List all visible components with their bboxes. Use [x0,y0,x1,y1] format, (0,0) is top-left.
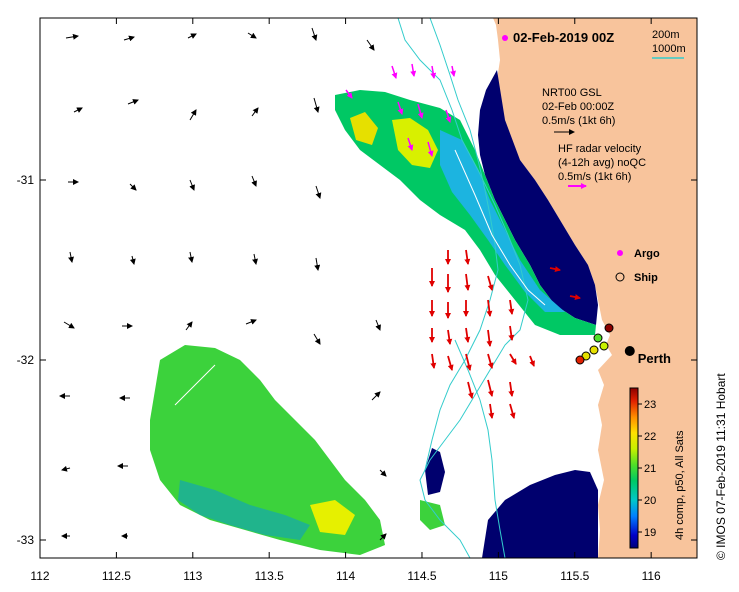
front-line [454,149,546,306]
perth-marker [624,346,635,356]
y-tick-label: -32 [17,353,35,367]
ship-markers [575,323,614,365]
contour-1000m [424,18,499,471]
credit-text: © IMOS 07-Feb-2019 11:31 Hobart [714,373,728,560]
colorbar [629,387,639,549]
front-line-sw [174,364,216,406]
shelf-warm-water [478,70,598,325]
x-tick-label: 112.5 [102,569,131,583]
argo-float-marker [502,35,508,41]
southern-warm-water [482,470,598,558]
contour-legend-1000m: 1000m [652,43,686,55]
radar-legend-subtitle: (4-12h avg) noQC [558,157,646,169]
model-legend-scale: 0.5m/s (1kt 6h) [542,115,615,127]
x-axis: 112 112.5 113 113.5 114 114.5 115 115.5 116 [30,18,661,583]
sst-patch-southwest-warm [310,500,355,535]
x-tick-label: 114.5 [407,569,436,583]
perth-label: Perth [638,351,671,366]
ship-legend-icon [615,272,625,282]
sst-patch-north-warm2 [350,112,378,145]
land-mass [493,18,697,558]
model-legend-time: 02-Feb 00:00Z [542,101,614,113]
x-tick-label: 115.5 [560,569,589,583]
contour-200m [397,18,529,558]
plot-frame [39,17,698,559]
colorbar-label: 4h comp, p50, All Sats [674,430,686,540]
radar-legend-title: HF radar velocity [558,143,642,155]
x-tick-label: 113 [183,569,202,583]
colorbar-tick-label: 23 [644,399,656,411]
contour-1000m-deep [454,339,506,558]
ship-legend-label: Ship [634,272,658,284]
colorbar-tick-label: 20 [644,495,656,507]
y-tick-label: -31 [17,173,35,187]
radar-arrows-magenta [345,63,456,157]
colorbar-tick-label: 19 [644,527,656,539]
sst-patch-north-cool [440,130,565,312]
colorbar-tick-label: 22 [644,431,656,443]
y-tick-label: -33 [17,533,35,547]
model-current-arrows [59,27,387,541]
x-tick-label: 116 [642,569,661,583]
radar-legend-scale: 0.5m/s (1kt 6h) [558,171,631,183]
colorbar-ticks: 19 20 21 22 23 [638,399,656,539]
argo-legend-icon [617,250,623,256]
sst-patch-north-warm [392,118,438,168]
colorbar-tick-label: 21 [644,463,656,475]
x-tick-label: 113.5 [255,569,284,583]
sst-patch-coastal-south [420,500,445,530]
y-axis: -31 -32 -33 [17,173,697,547]
radar-arrows-red [429,249,581,419]
x-tick-label: 112 [30,569,49,583]
argo-legend-label: Argo [634,248,660,260]
contour-legend-200m: 200m [652,29,680,41]
x-tick-label: 115 [489,569,508,583]
x-tick-label: 114 [336,569,355,583]
map-title: 02-Feb-2019 00Z [513,30,614,45]
model-legend-name: NRT00 GSL [542,87,602,99]
sst-patch-southwest-cool [178,480,310,540]
